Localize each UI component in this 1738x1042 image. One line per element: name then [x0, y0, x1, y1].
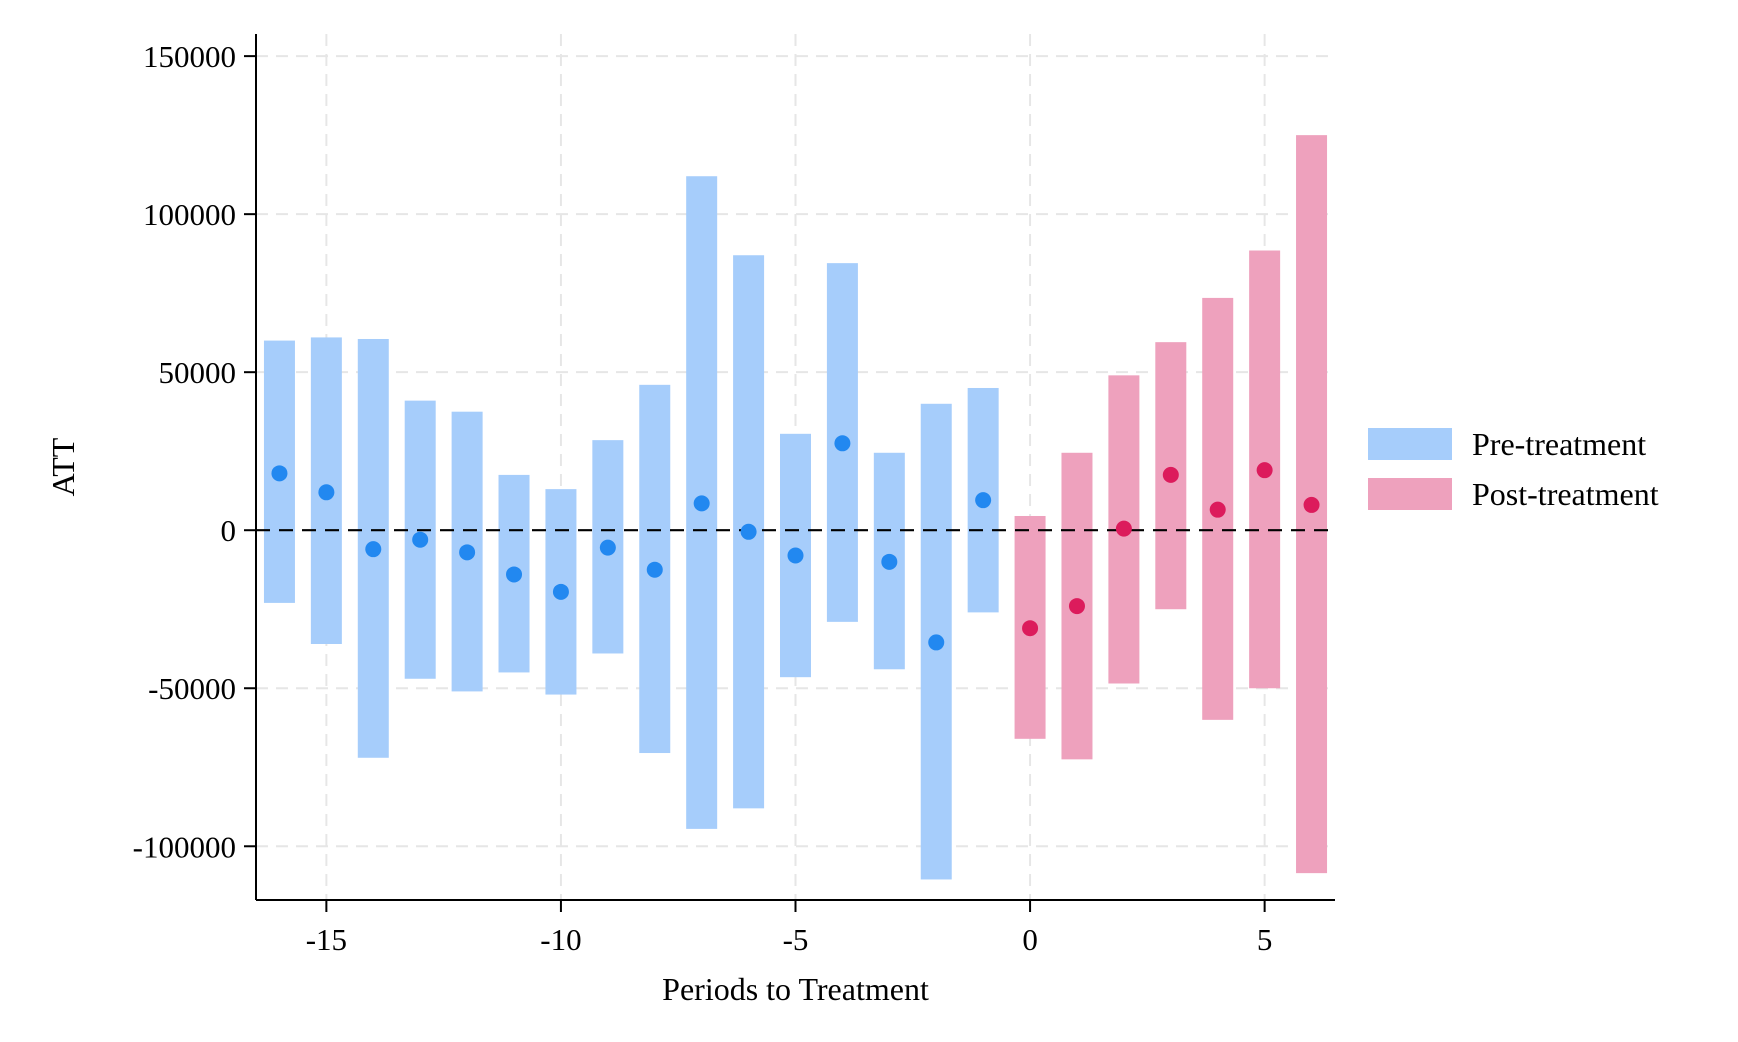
post-treatment-point — [1022, 620, 1039, 637]
post-treatment-point — [1068, 598, 1085, 615]
pre-treatment-point — [552, 583, 569, 600]
axes: 150000 100000 50000 0 -50000 -100000 -15 -10 -5 0… — [133, 34, 1335, 957]
pre-treatment-point — [928, 634, 945, 651]
pre-treatment-point — [271, 465, 288, 482]
post-treatment-point — [1303, 496, 1320, 513]
pre-treatment-point — [506, 566, 523, 583]
pre-treatment-legend-swatch — [1368, 428, 1452, 460]
pre-treatment-point — [834, 435, 851, 452]
point-estimates — [271, 435, 1320, 651]
post-treatment-point — [1209, 501, 1226, 518]
y-tick-label: 50000 — [159, 355, 237, 390]
x-tick-label: -10 — [540, 922, 581, 957]
post-treatment-legend-swatch — [1368, 478, 1452, 510]
gridlines — [256, 34, 1335, 900]
pre-treatment-point — [975, 492, 992, 509]
legend: Pre-treatment Post-treatment — [1368, 426, 1659, 512]
post-treatment-point — [1115, 520, 1132, 537]
pre-treatment-point — [787, 547, 804, 564]
pre-treatment-point — [693, 495, 710, 512]
y-tick-label: 0 — [221, 513, 237, 548]
x-tick-label: -5 — [783, 922, 809, 957]
pre-treatment-point — [881, 553, 898, 570]
post-treatment-point — [1256, 462, 1273, 479]
pre-treatment-point — [459, 544, 476, 561]
pre-treatment-legend-label: Pre-treatment — [1472, 426, 1646, 462]
y-tick-label: -100000 — [133, 829, 236, 864]
y-axis-title: ATT — [45, 437, 81, 496]
pre-treatment-point — [365, 541, 382, 558]
pre-treatment-point — [599, 539, 616, 556]
post-treatment-legend-label: Post-treatment — [1472, 476, 1659, 512]
pre-treatment-point — [646, 561, 663, 578]
y-tick-label: 100000 — [143, 197, 236, 232]
confidence-intervals — [263, 135, 1328, 880]
post-treatment-point — [1162, 466, 1179, 483]
x-axis-title: Periods to Treatment — [662, 971, 929, 1007]
y-tick-label: -50000 — [148, 671, 236, 706]
x-tick-label: -15 — [306, 922, 347, 957]
x-tick-label: 0 — [1022, 922, 1038, 957]
pre-treatment-point — [740, 523, 757, 540]
x-tick-label: 5 — [1257, 922, 1273, 957]
y-tick-label: 150000 — [143, 39, 236, 74]
pre-treatment-point — [412, 531, 429, 548]
pre-treatment-point — [318, 484, 335, 501]
